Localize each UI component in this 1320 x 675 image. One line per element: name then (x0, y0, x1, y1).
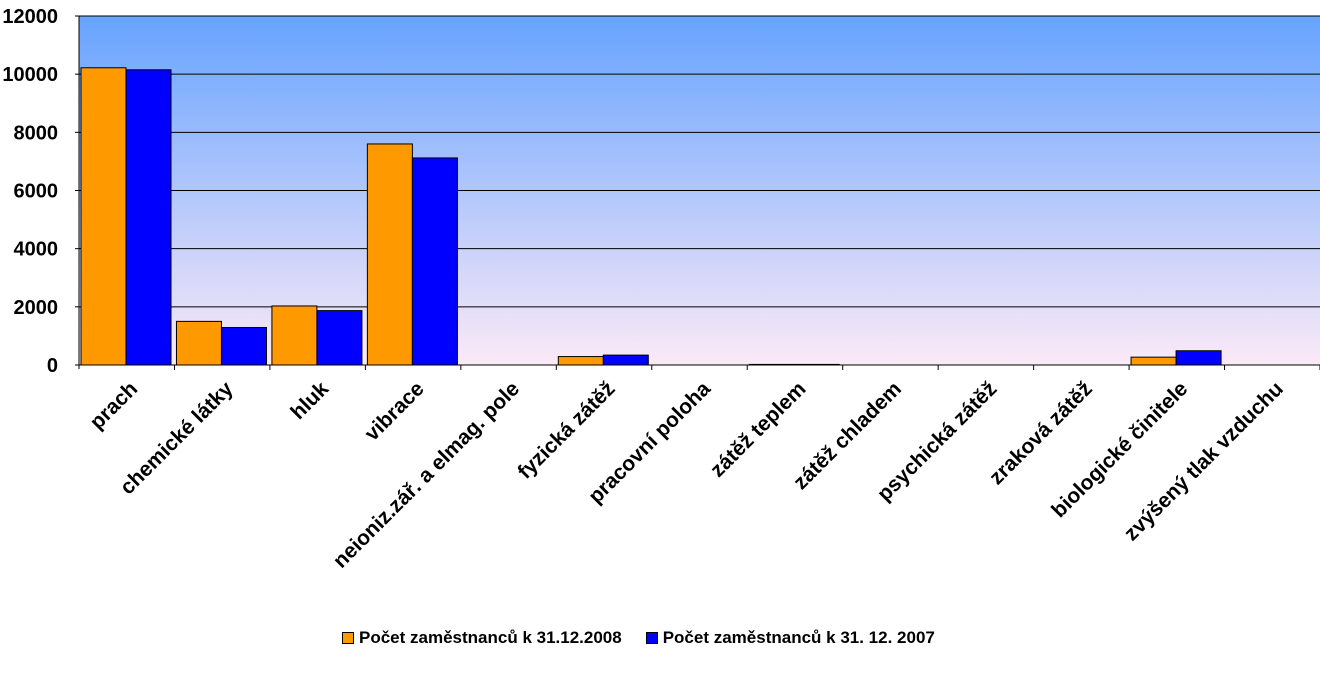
x-tick-label: hluk (286, 377, 333, 424)
x-tick-label: neioniz.zář. a elmag. pole (329, 377, 524, 572)
bar-2008 (80, 67, 127, 366)
bar-2007 (1175, 350, 1222, 366)
x-tick-label: zátěž teplem (706, 377, 811, 482)
y-tick-label: 6000 (14, 181, 59, 203)
y-tick-labels: 0 2000 4000 6000 8000 10000 12000 (2, 6, 58, 377)
legend-swatch-2008 (342, 632, 354, 644)
axes (75, 15, 1320, 370)
bar-2007 (411, 157, 458, 366)
x-tick-label: vibrace (360, 377, 428, 445)
x-tick-label: zvýšený tlak vzduchu (1120, 377, 1288, 545)
x-tick-label: fyzická zátěž (513, 377, 619, 483)
bar-2008 (175, 320, 222, 366)
bars (80, 67, 1222, 366)
legend: Počet zaměstnanců k 31.12.2008 Počet zam… (342, 628, 959, 648)
y-tick-label: 10000 (2, 64, 58, 86)
bar-2007 (125, 69, 172, 366)
bar-2008 (557, 356, 604, 366)
legend-item-2008: Počet zaměstnanců k 31.12.2008 (342, 628, 622, 648)
legend-item-2007: Počet zaměstnanců k 31. 12. 2007 (645, 628, 935, 648)
bar-2008 (1130, 356, 1177, 366)
bar-2008 (271, 305, 318, 366)
bar-2007 (316, 310, 363, 366)
bar-2007 (602, 354, 649, 366)
legend-label-2008: Počet zaměstnanců k 31.12.2008 (359, 628, 622, 647)
y-tick-label: 8000 (14, 122, 59, 144)
bar-2008 (366, 143, 413, 366)
y-tick-label: 2000 (14, 297, 59, 319)
y-tick-label: 4000 (14, 239, 59, 261)
legend-label-2007: Počet zaměstnanců k 31. 12. 2007 (662, 628, 935, 647)
legend-swatch-2007 (645, 632, 658, 644)
y-tick-label: 12000 (2, 6, 58, 28)
y-tick-label: 0 (47, 355, 58, 377)
x-tick-label: prach (86, 377, 143, 434)
bar-2007 (220, 326, 267, 366)
